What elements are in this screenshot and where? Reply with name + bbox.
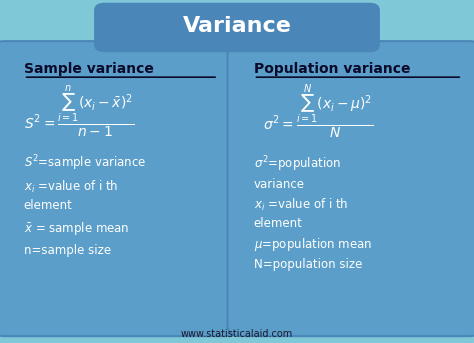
- Text: Sample variance: Sample variance: [24, 62, 154, 75]
- Text: element: element: [24, 199, 73, 212]
- Text: element: element: [254, 217, 302, 230]
- Text: n=sample size: n=sample size: [24, 244, 111, 257]
- Text: N=population size: N=population size: [254, 258, 362, 271]
- Text: $x_i$ =value of i th: $x_i$ =value of i th: [24, 179, 118, 195]
- Text: www.statisticalaid.com: www.statisticalaid.com: [181, 329, 293, 340]
- Text: $S^2 = \dfrac{\sum_{i=1}^{n}(x_i-\bar{x})^2}{n-1}$: $S^2 = \dfrac{\sum_{i=1}^{n}(x_i-\bar{x}…: [24, 84, 134, 139]
- Text: $S^2$=sample variance: $S^2$=sample variance: [24, 153, 146, 173]
- FancyBboxPatch shape: [0, 41, 242, 336]
- Text: Variance: Variance: [182, 16, 292, 36]
- Text: variance: variance: [254, 178, 305, 191]
- Text: $\sigma^2 = \dfrac{\sum_{i=1}^{N}(x_i-\mu)^2}{N}$: $\sigma^2 = \dfrac{\sum_{i=1}^{N}(x_i-\m…: [263, 82, 374, 141]
- FancyBboxPatch shape: [228, 41, 474, 336]
- Text: Population variance: Population variance: [254, 62, 410, 75]
- Text: $\sigma^2$=population: $\sigma^2$=population: [254, 155, 341, 175]
- Text: $\bar{x}$ = sample mean: $\bar{x}$ = sample mean: [24, 220, 129, 237]
- Text: $x_i$ =value of i th: $x_i$ =value of i th: [254, 197, 348, 213]
- Text: $\mu$=population mean: $\mu$=population mean: [254, 236, 372, 253]
- FancyBboxPatch shape: [95, 3, 379, 51]
